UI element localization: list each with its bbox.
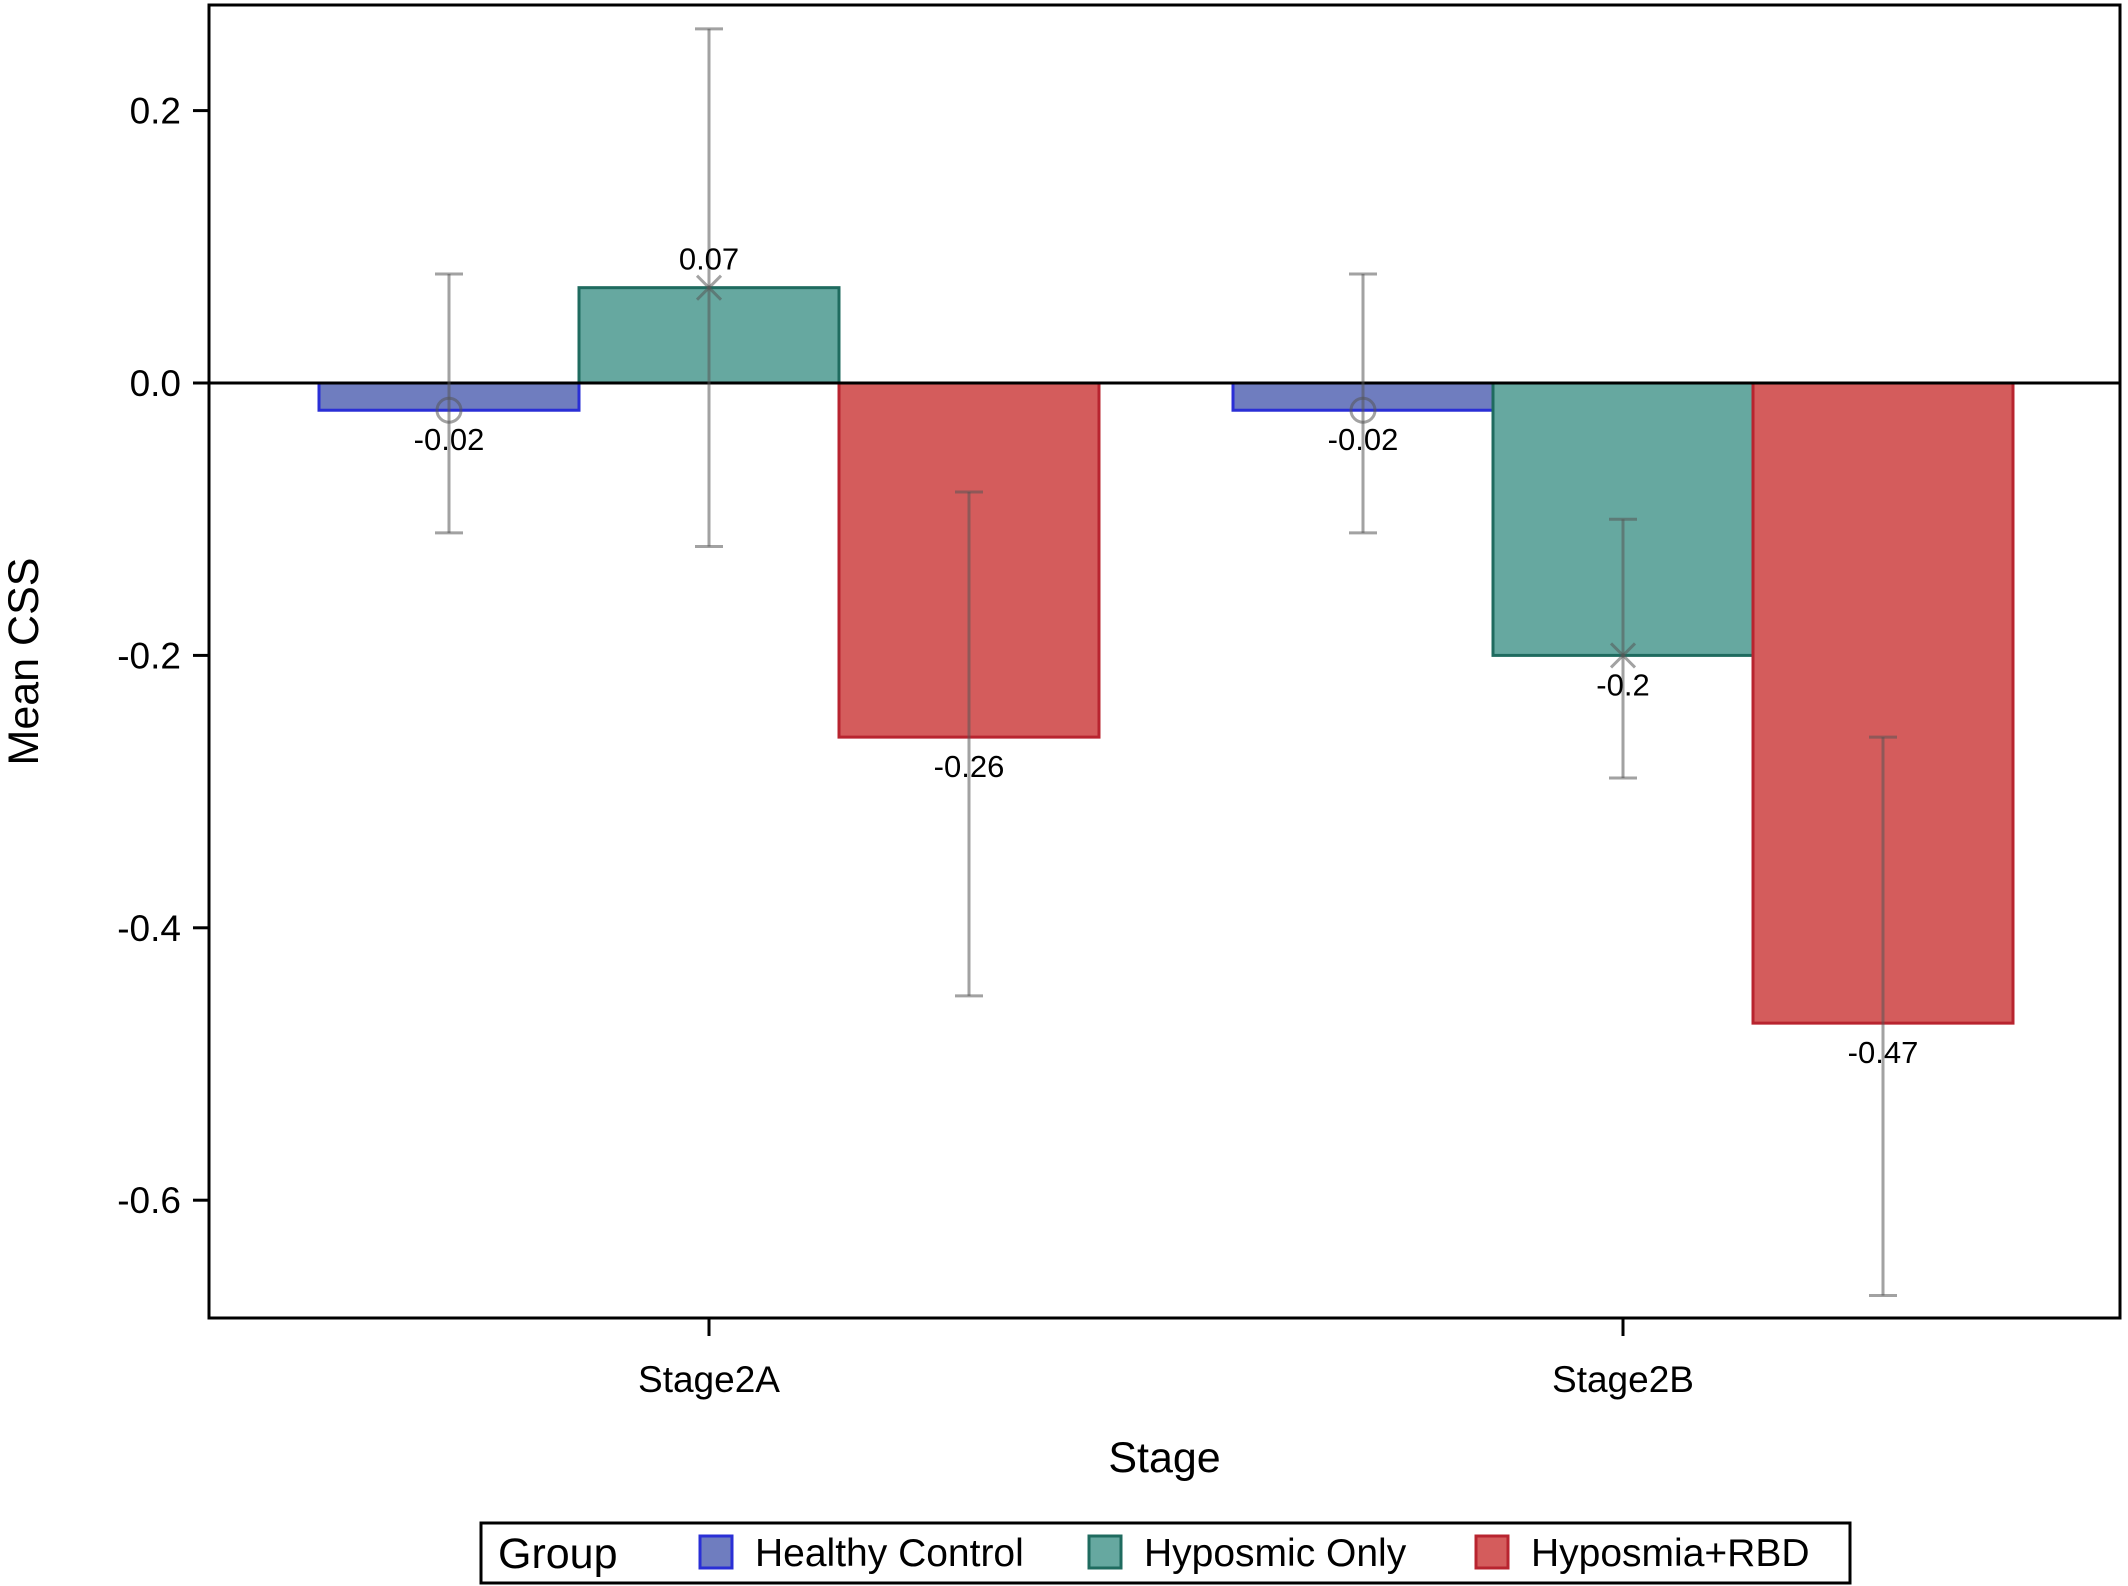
data-label-2-0: -0.26 xyxy=(934,749,1005,784)
axes-layer: 0.2 0.0 -0.2 -0.4 -0.6 Stage2A Stage2B xyxy=(117,91,1694,1400)
data-label-0-1: -0.02 xyxy=(1328,422,1399,457)
data-labels-layer: -0.02 -0.02 0.07 -0.2 -0.26 -0.47 xyxy=(414,242,1919,1070)
error-bar-2-1 xyxy=(1869,735,1897,1298)
y-tick-label-1: 0.0 xyxy=(130,363,181,404)
data-label-1-0: 0.07 xyxy=(679,242,739,277)
legend-item-0: Healthy Control xyxy=(698,1532,1024,1575)
legend-items: Healthy Control Hyposmic Only Hyposmia+RBD xyxy=(698,1532,1810,1575)
x-axis-title: Stage xyxy=(1108,1434,1220,1482)
plot-frame xyxy=(207,3,2122,1320)
bars-layer xyxy=(317,286,2015,1025)
legend-swatch-1 xyxy=(1087,1534,1123,1570)
data-label-0-0: -0.02 xyxy=(414,422,485,457)
legend: Group Healthy Control Hyposmic Only Hyposm… xyxy=(479,1521,1852,1585)
legend-swatch-2 xyxy=(1474,1534,1510,1570)
x-tick-label-0: Stage2A xyxy=(638,1359,780,1400)
legend-item-2: Hyposmia+RBD xyxy=(1474,1532,1810,1575)
data-label-1-1: -0.2 xyxy=(1596,667,1649,702)
marker-circle-0 xyxy=(435,396,463,424)
x-tick-label-1: Stage2B xyxy=(1552,1359,1694,1400)
legend-title: Group xyxy=(498,1530,618,1578)
legend-swatch-0 xyxy=(698,1534,734,1570)
legend-label-1: Hyposmic Only xyxy=(1144,1532,1407,1575)
error-bar-0-1 xyxy=(1349,272,1377,535)
error-bar-2-0 xyxy=(955,490,983,998)
error-bar-0-0 xyxy=(435,272,463,535)
y-tick-label-0: 0.2 xyxy=(130,91,181,132)
y-tick-label-2: -0.2 xyxy=(117,635,181,676)
legend-label-0: Healthy Control xyxy=(755,1532,1024,1575)
legend-item-1: Hyposmic Only xyxy=(1087,1532,1407,1575)
error-bars-layer xyxy=(435,27,1897,1298)
data-label-2-1: -0.47 xyxy=(1848,1035,1919,1070)
y-axis-title: Mean CSS xyxy=(0,558,48,766)
legend-label-2: Hyposmia+RBD xyxy=(1531,1532,1810,1575)
error-bar-1-0 xyxy=(695,27,723,548)
y-tick-label-3: -0.4 xyxy=(117,908,181,949)
error-bar-1-1 xyxy=(1609,517,1637,780)
marker-circle-1 xyxy=(1349,396,1377,424)
y-tick-label-4: -0.6 xyxy=(117,1180,181,1221)
